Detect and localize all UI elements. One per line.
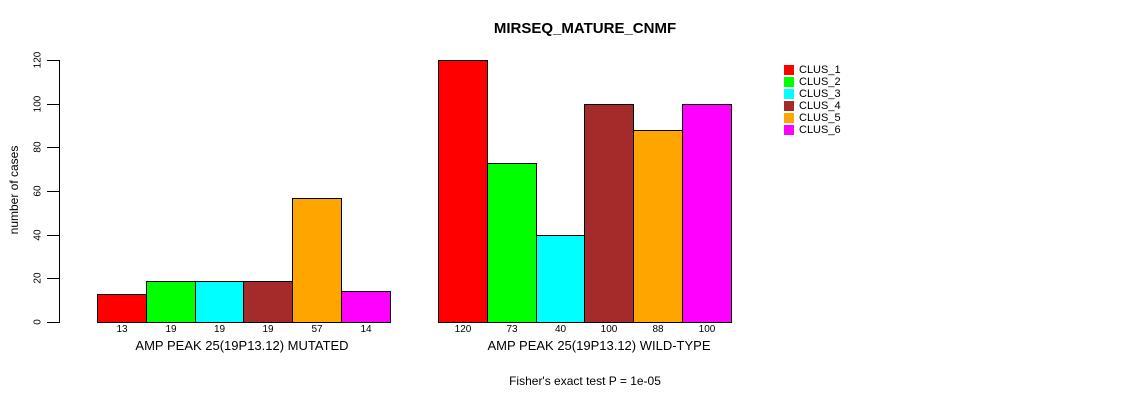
y-tick-label: 40 xyxy=(32,229,44,241)
bar-clus_5 xyxy=(292,198,342,323)
bar-value-label: 88 xyxy=(652,324,664,335)
legend-swatch-icon xyxy=(784,65,794,75)
legend-label: CLUS_6 xyxy=(799,124,841,136)
x-axis-group-label-wildtype: AMP PEAK 25(19P13.12) WILD-TYPE xyxy=(487,338,711,353)
y-axis-title: number of cases xyxy=(7,145,21,235)
y-tick-mark xyxy=(47,191,59,192)
bar-clus_3 xyxy=(536,235,585,323)
y-tick-label: 120 xyxy=(32,51,44,69)
bar-value-label: 19 xyxy=(213,324,226,335)
legend-label: CLUS_2 xyxy=(799,76,841,88)
legend-label: CLUS_4 xyxy=(799,100,841,112)
y-axis-line xyxy=(59,60,60,323)
y-tick-mark xyxy=(47,235,59,236)
legend-label: CLUS_1 xyxy=(799,64,841,76)
bar-clus_2 xyxy=(146,281,196,323)
y-tick-label: 100 xyxy=(32,95,44,113)
bar-clus_4 xyxy=(584,104,634,323)
bar-clus_1 xyxy=(97,294,147,323)
bar-value-label: 100 xyxy=(600,324,618,335)
bar-clus_4 xyxy=(243,281,293,323)
chart-title: MIRSEQ_MATURE_CNMF xyxy=(493,20,677,37)
y-tick-mark xyxy=(47,104,59,105)
bar-clus_5 xyxy=(633,130,683,323)
y-tick-mark xyxy=(47,60,59,61)
y-tick-label: 60 xyxy=(32,185,44,197)
y-tick-label: 20 xyxy=(32,272,44,284)
bar-value-label: 13 xyxy=(116,324,128,335)
legend-swatch-icon xyxy=(784,125,794,135)
bar-value-label: 120 xyxy=(454,324,472,335)
legend-label: CLUS_5 xyxy=(799,112,841,124)
bar-clus_6 xyxy=(341,291,391,323)
legend-item: CLUS_4 xyxy=(784,100,841,112)
bar-clus_2 xyxy=(487,163,537,323)
fisher-test-annotation: Fisher's exact test P = 1e-05 xyxy=(509,374,661,388)
legend-label: CLUS_3 xyxy=(799,88,841,100)
y-tick-mark xyxy=(47,322,59,323)
y-tick-label: 0 xyxy=(32,319,44,325)
bar-clus_1 xyxy=(438,60,488,323)
legend-item: CLUS_6 xyxy=(784,124,841,136)
bar-value-label: 100 xyxy=(698,324,716,335)
bar-clus_6 xyxy=(682,104,732,323)
bar-value-label: 57 xyxy=(311,324,323,335)
legend-swatch-icon xyxy=(784,77,794,87)
legend: CLUS_1 CLUS_2 CLUS_3 CLUS_4 CLUS_5 CLUS_6 xyxy=(784,64,841,136)
bar-value-label: 19 xyxy=(165,324,177,335)
legend-swatch-icon xyxy=(784,113,794,123)
legend-swatch-icon xyxy=(784,101,794,111)
legend-item: CLUS_3 xyxy=(784,88,841,100)
legend-item: CLUS_1 xyxy=(784,64,841,76)
bar-clus_3 xyxy=(195,281,244,323)
bar-value-label: 19 xyxy=(262,324,274,335)
legend-item: CLUS_5 xyxy=(784,112,841,124)
y-tick-mark xyxy=(47,147,59,148)
y-tick-mark xyxy=(47,278,59,279)
bar-value-label: 14 xyxy=(360,324,372,335)
x-axis-group-label-mutated: AMP PEAK 25(19P13.12) MUTATED xyxy=(135,338,349,353)
legend-swatch-icon xyxy=(784,89,794,99)
y-tick-label: 80 xyxy=(32,141,44,153)
bar-value-label: 73 xyxy=(506,324,518,335)
legend-item: CLUS_2 xyxy=(784,76,841,88)
bar-value-label: 40 xyxy=(554,324,567,335)
